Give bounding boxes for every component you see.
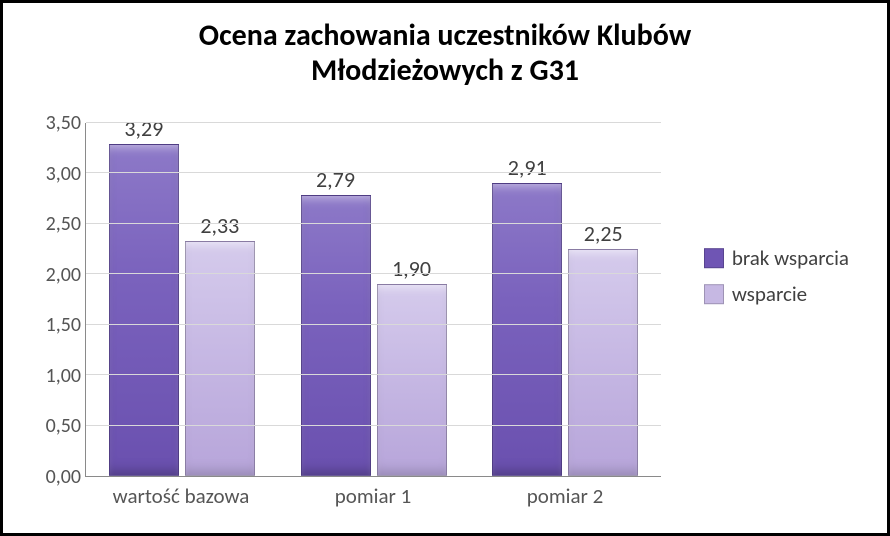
x-tick-label: pomiar 2 [469, 483, 661, 509]
chart-title-line2: Młodzieżowych z G31 [311, 52, 579, 89]
gridline [86, 172, 661, 173]
chart-title: Ocena zachowania uczestników Klubów Młod… [19, 19, 871, 92]
y-tick-label: 1,00 [46, 364, 81, 388]
y-tick-label: 1,50 [46, 313, 81, 337]
legend-item-series-a: brak wsparcia [704, 245, 849, 271]
bar-value-label: 2,25 [584, 220, 623, 247]
bar-value-label: 3,29 [124, 115, 163, 142]
gridline [86, 374, 661, 375]
legend-label: wsparcie [732, 281, 807, 307]
bar-value-label: 2,33 [200, 212, 239, 239]
y-tick-label: 2,00 [46, 263, 81, 287]
bar-value-label: 2,79 [316, 166, 355, 193]
x-tick-label: wartość bazowa [85, 483, 277, 509]
y-tick-label: 0,50 [46, 414, 81, 438]
gridline [86, 223, 661, 224]
bar-groups: 3,292,332,791,902,912,25 [86, 123, 661, 476]
legend: brak wsparcia wsparcie [704, 235, 849, 317]
bar-group: 2,791,90 [278, 123, 470, 476]
bar-group: 2,912,25 [469, 123, 661, 476]
gridline [86, 273, 661, 274]
chart-area: Ocena zachowania uczestników Klubów Młod… [19, 19, 871, 517]
legend-label: brak wsparcia [732, 245, 849, 271]
y-tick-label: 0,00 [46, 465, 81, 489]
y-tick-label: 3,50 [46, 111, 81, 135]
plot: 3,292,332,791,902,912,25 [85, 123, 661, 477]
bar-series-a: 2,91 [492, 183, 562, 476]
bar-series-b: 2,33 [185, 241, 255, 476]
bar-value-label: 2,91 [508, 154, 547, 181]
gridline [86, 122, 661, 123]
gridline [86, 425, 661, 426]
legend-swatch-icon [704, 284, 724, 304]
y-tick-label: 2,50 [46, 212, 81, 236]
gridline [86, 324, 661, 325]
bar-series-b: 2,25 [568, 249, 638, 476]
x-tick-label: pomiar 1 [277, 483, 469, 509]
bar-series-b: 1,90 [377, 284, 447, 476]
chart-frame: Ocena zachowania uczestników Klubów Młod… [0, 0, 890, 536]
y-axis: 0,000,501,001,502,002,503,003,50 [29, 123, 85, 477]
bar-series-a: 3,29 [109, 144, 179, 476]
plot-wrap: 0,000,501,001,502,002,503,003,50 3,292,3… [29, 123, 661, 477]
legend-item-series-b: wsparcie [704, 281, 849, 307]
bar-series-a: 2,79 [301, 195, 371, 476]
bar-group: 3,292,33 [86, 123, 278, 476]
chart-title-line1: Ocena zachowania uczestników Klubów [199, 17, 691, 54]
bar-value-label: 1,90 [392, 255, 431, 282]
legend-swatch-icon [704, 248, 724, 268]
x-axis-labels: wartość bazowapomiar 1pomiar 2 [85, 483, 661, 509]
y-tick-label: 3,00 [46, 162, 81, 186]
